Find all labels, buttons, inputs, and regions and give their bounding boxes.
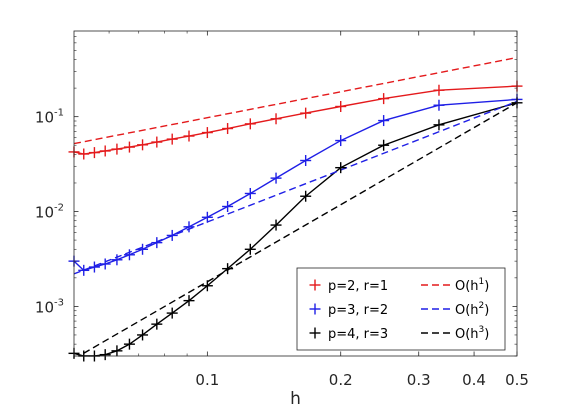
data-point-marker [166,229,178,241]
data-point-marker [300,107,312,119]
legend-label-exponent: 1 [479,277,485,287]
legend-label-base: O(h [455,327,479,342]
series-line-5 [74,100,517,275]
legend-label-base: O(h [455,279,479,294]
data-point-marker [270,113,282,125]
legend-label-close: ) [484,303,489,318]
data-point-marker [151,237,163,249]
legend-marker [309,279,321,291]
y-tick-label: 10-1 [35,108,64,127]
data-point-marker [433,99,445,111]
data-point-marker [166,133,178,145]
data-point-marker [201,127,213,139]
x-tick-label: 0.5 [505,371,529,389]
legend-label: p=3, r=2 [328,303,388,318]
data-point-marker [123,141,135,153]
plot-frame [73,30,518,357]
data-point-marker [433,119,445,131]
data-point-marker [270,172,282,184]
data-point-marker [111,143,123,155]
data-point-marker [78,148,90,160]
data-point-marker [433,84,445,96]
data-point-marker [137,329,149,341]
data-point-marker [335,162,347,174]
data-point-marker [183,295,195,307]
legend-box [296,267,506,351]
legend-marker [309,327,321,339]
data-point-marker [300,155,312,167]
data-point-marker [111,345,123,357]
series-line-6 [77,102,517,356]
data-point-marker [244,118,256,130]
data-point-marker [244,243,256,255]
legend-marker [309,303,321,315]
y-tick-base: 10 [35,204,54,222]
y-tick-exponent: -3 [54,297,64,308]
data-point-marker [78,264,90,276]
legend-label: O(h2) [455,301,489,318]
data-point-marker [201,211,213,223]
x-tick-label: 0.1 [195,371,219,389]
data-point-marker [300,190,312,202]
data-point-marker [88,147,100,159]
x-tick-label: 0.4 [462,371,486,389]
data-point-marker [244,187,256,199]
data-point-marker [270,219,282,231]
data-point-marker [137,139,149,151]
data-point-marker [378,115,390,127]
legend-label-exponent: 2 [479,301,485,311]
data-point-marker [378,139,390,151]
data-point-marker [183,221,195,233]
x-tick-label: 0.3 [407,371,431,389]
legend-label: O(h1) [455,277,489,294]
legend-label: p=4, r=3 [328,327,388,342]
data-point-marker [88,261,100,273]
data-point-marker [123,338,135,350]
data-point-marker [378,93,390,105]
data-point-marker [99,145,111,157]
y-tick-base: 10 [35,298,54,316]
data-point-marker [151,318,163,330]
data-point-marker [201,280,213,292]
legend-label-base: O(h [455,303,479,318]
legend-label: p=2, r=1 [328,279,388,294]
data-point-marker [335,101,347,113]
y-tick-base: 10 [35,109,54,127]
series-line-4 [74,56,517,145]
data-point-marker [111,254,123,266]
tick-layer: 0.1 0.2 0.3 0.4 0.510-310-210-1 [35,31,529,389]
legend-label-exponent: 3 [479,325,485,335]
legend-label-close: ) [484,279,489,294]
y-tick-label: 10-3 [35,297,64,316]
data-point-marker [183,130,195,142]
data-point-marker [222,263,234,275]
x-axis-label: h [290,389,301,409]
legend: p=2, r=1p=3, r=2p=4, r=3O(h1)O(h2)O(h3) [296,267,506,351]
data-point-marker [166,307,178,319]
data-point-marker [99,258,111,270]
legend-label-close: ) [484,327,489,342]
data-point-marker [137,243,149,255]
legend-label: O(h3) [455,325,489,342]
data-point-marker [151,136,163,148]
data-point-marker [123,249,135,261]
y-tick-exponent: -1 [54,108,64,119]
data-point-marker [335,135,347,147]
y-tick-label: 10-2 [35,203,64,222]
data-point-marker [222,123,234,135]
x-tick-label: 0.2 [329,371,353,389]
data-point-marker [222,200,234,212]
y-tick-exponent: -2 [54,203,64,214]
